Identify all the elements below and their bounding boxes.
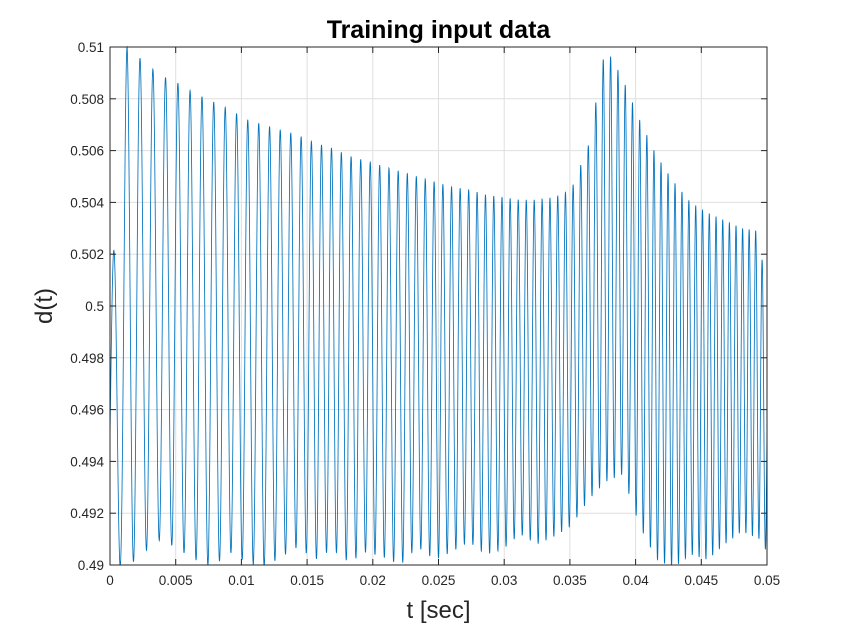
y-axis-label: d(t) <box>31 288 58 324</box>
chart-title: Training input data <box>327 16 552 44</box>
y-tick-label: 0.504 <box>70 195 104 210</box>
signal-line <box>109 45 768 566</box>
x-tick-label: 0.05 <box>754 573 780 588</box>
y-tick-label: 0.498 <box>70 351 104 366</box>
y-tick-label: 0.492 <box>70 506 104 521</box>
y-tick-label: 0.496 <box>70 403 104 418</box>
y-tick-label: 0.494 <box>70 454 104 469</box>
y-tick-label: 0.49 <box>78 558 104 573</box>
x-axis-label: t [sec] <box>406 597 470 624</box>
x-tick-label: 0.045 <box>684 573 718 588</box>
data-series <box>109 45 768 566</box>
y-tick-label: 0.5 <box>85 299 104 314</box>
y-tick-label: 0.502 <box>70 247 104 262</box>
x-tick-label: 0.04 <box>622 573 649 588</box>
x-tick-label: 0.005 <box>159 573 193 588</box>
x-tick-label: 0.02 <box>360 573 386 588</box>
x-tick-label: 0.03 <box>491 573 517 588</box>
y-tick-label: 0.51 <box>78 40 104 55</box>
y-tick-label: 0.506 <box>70 144 104 159</box>
x-tick-label: 0 <box>106 573 114 588</box>
x-axis-ticks: 0 0.005 0.01 0.015 0.02 0.025 0.03 0.035 0.04 0.0… <box>106 47 780 588</box>
x-tick-label: 0.01 <box>228 573 254 588</box>
x-tick-label: 0.035 <box>553 573 587 588</box>
y-tick-label: 0.508 <box>70 92 104 107</box>
x-tick-label: 0.025 <box>422 573 456 588</box>
x-tick-label: 0.015 <box>290 573 324 588</box>
y-axis-ticks: 0.49 0.492 0.494 0.496 0.498 0.5 0.502 0.504 0.5… <box>70 40 767 573</box>
